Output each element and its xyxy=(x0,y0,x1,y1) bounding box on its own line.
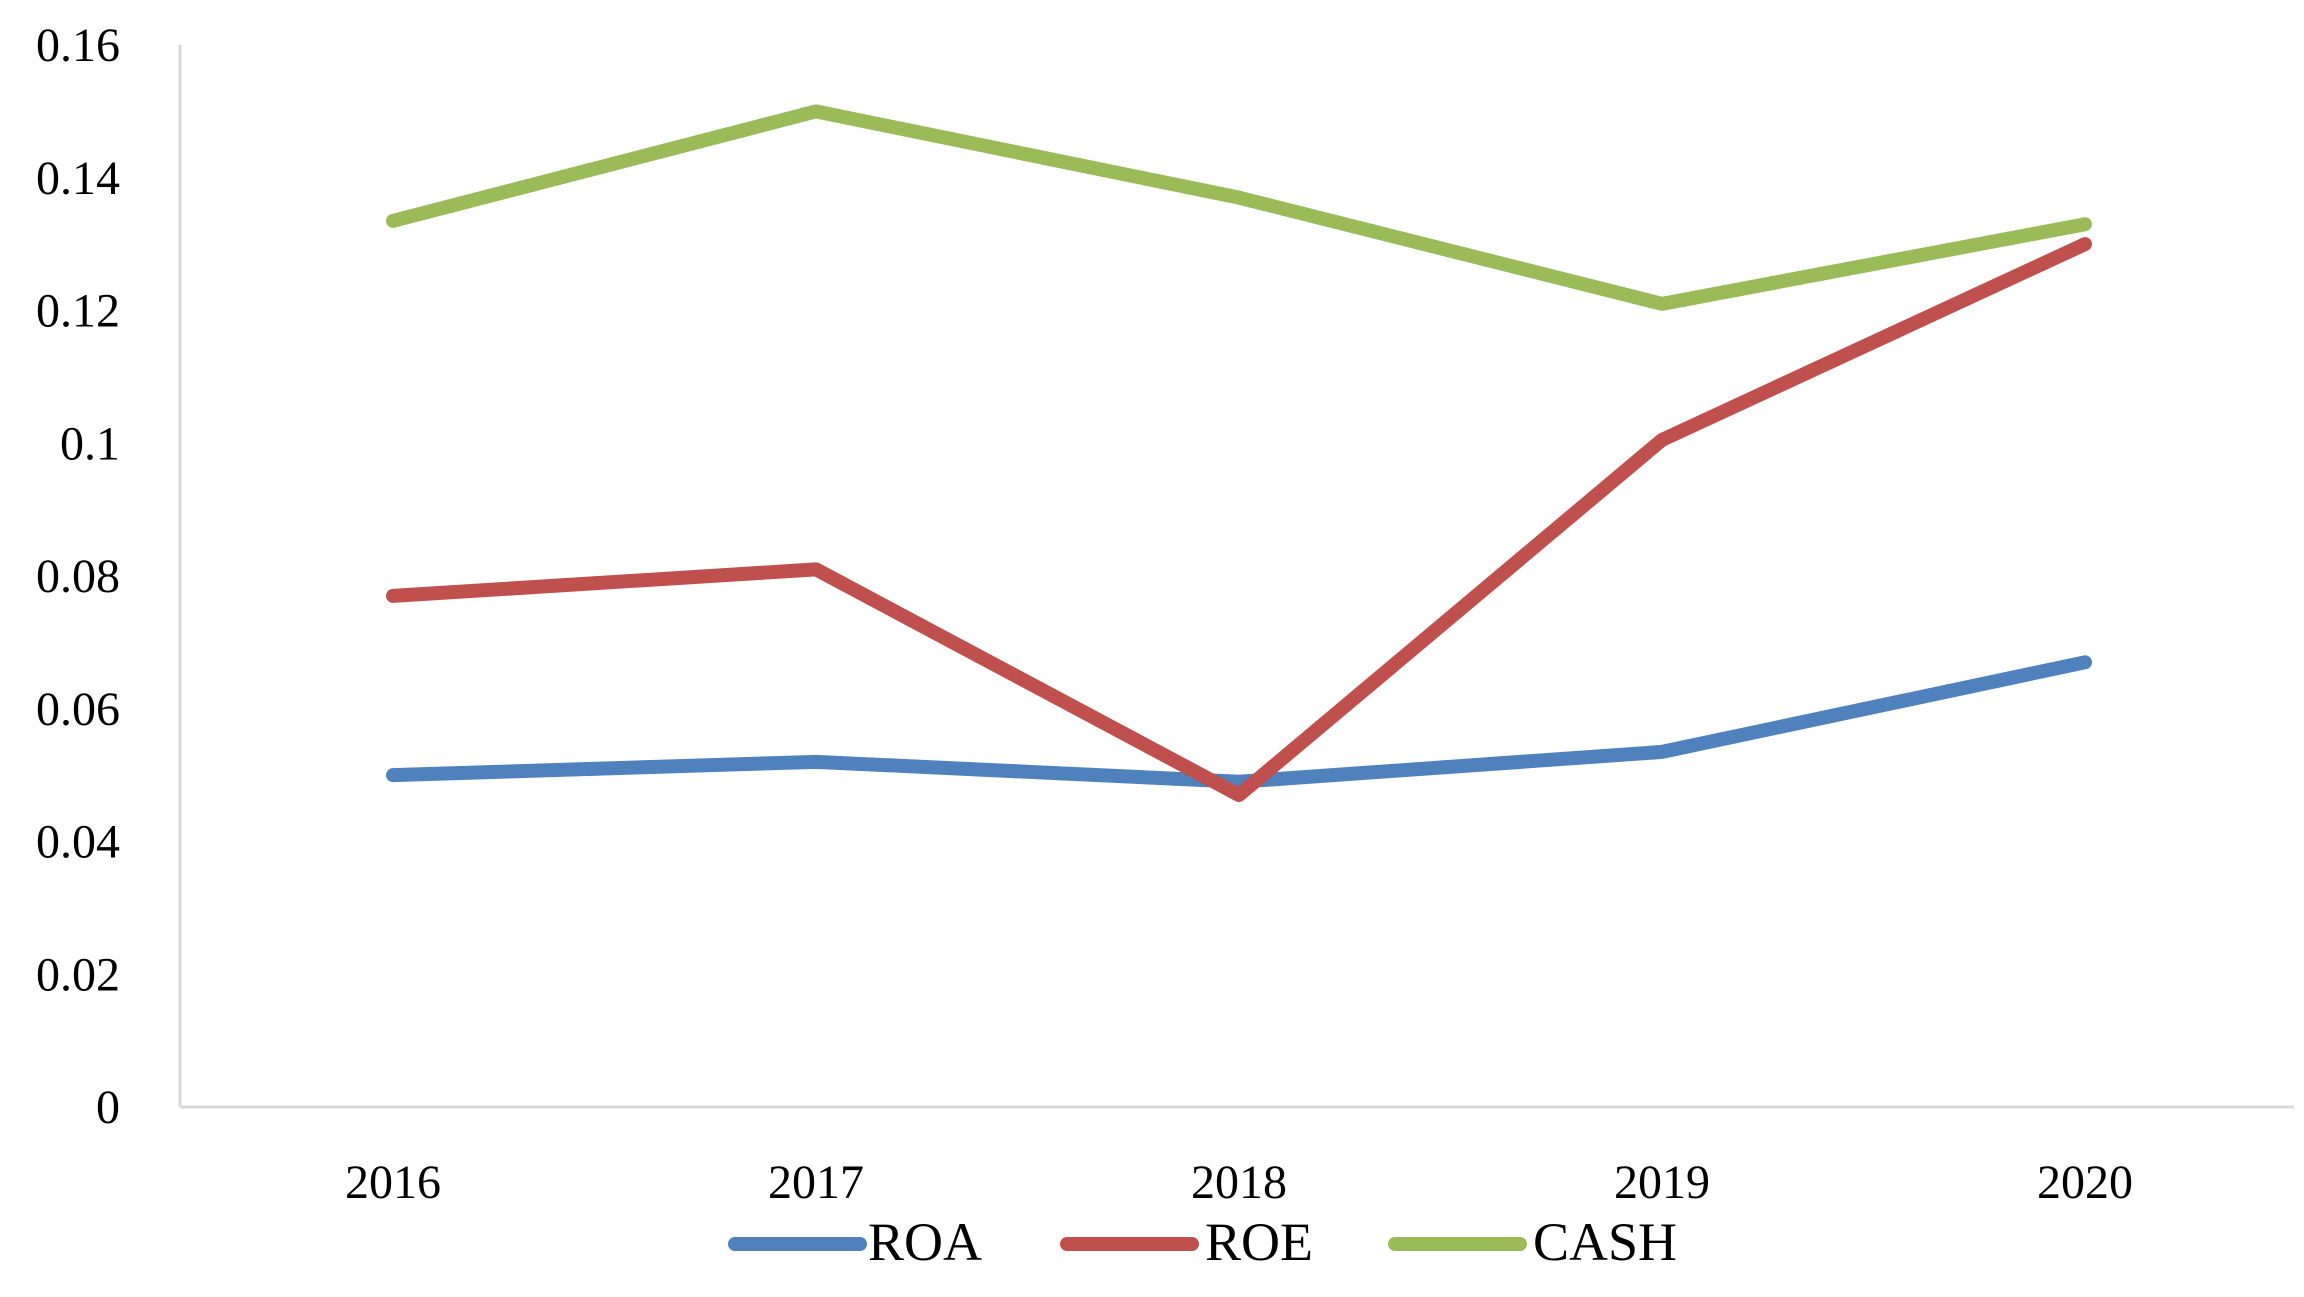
y-tick-label: 0.02 xyxy=(36,948,120,1001)
y-tick-label: 0 xyxy=(96,1081,120,1134)
x-tick-label: 2018 xyxy=(1191,1156,1287,1209)
series-line-roa xyxy=(386,655,2092,789)
y-tick-label: 0.08 xyxy=(36,550,120,603)
series-lines xyxy=(386,104,2092,803)
series-line-roe xyxy=(386,237,2092,803)
legend-label: ROA xyxy=(868,1212,982,1272)
y-tick-label: 0.04 xyxy=(36,816,120,869)
legend-item-roe: ROE xyxy=(1060,1212,1313,1272)
y-tick-label: 0.06 xyxy=(36,683,120,736)
legend-label: CASH xyxy=(1533,1212,1677,1272)
legend-item-roa: ROA xyxy=(728,1212,982,1272)
x-axis-ticks: 2016 2017 2018 2019 2020 xyxy=(345,1156,2133,1209)
y-tick-label: 0.14 xyxy=(36,152,120,205)
x-tick-label: 2016 xyxy=(345,1156,441,1209)
y-tick-label: 0.16 xyxy=(36,19,120,72)
y-tick-label: 0.1 xyxy=(60,417,120,470)
x-tick-label: 2020 xyxy=(2037,1156,2133,1209)
x-tick-label: 2019 xyxy=(1614,1156,1710,1209)
chart-axes xyxy=(178,45,2294,1109)
series-line-cash xyxy=(386,104,2092,311)
legend-label: ROE xyxy=(1205,1212,1313,1272)
legend-item-cash: CASH xyxy=(1388,1212,1677,1272)
x-tick-label: 2017 xyxy=(768,1156,864,1209)
y-axis-ticks: 0 0.02 0.04 0.06 0.08 0.1 0.12 0.14 0.16 xyxy=(36,19,120,1134)
legend: ROA ROE CASH xyxy=(728,1212,1677,1272)
y-tick-label: 0.12 xyxy=(36,285,120,338)
